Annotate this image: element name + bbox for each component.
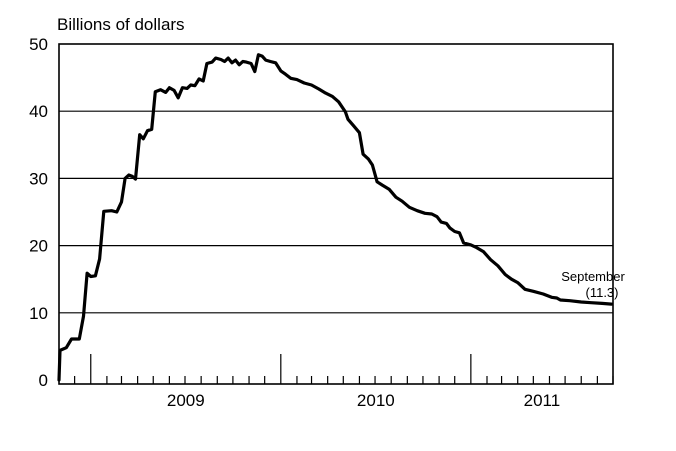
y-tick-label: 40 xyxy=(29,102,48,121)
series-group xyxy=(57,53,614,382)
y-tick-label: 0 xyxy=(39,371,48,390)
gridlines xyxy=(59,110,613,314)
y-tick-label: 30 xyxy=(29,169,48,188)
plot-frame xyxy=(58,43,614,385)
y-axis-ticks: 0 10 20 30 40 50 xyxy=(29,35,48,390)
series-line-0 xyxy=(57,53,614,382)
y-axis-title: Billions of dollars xyxy=(57,15,185,34)
x-axis-ticks: 2009 2010 2011 xyxy=(74,354,614,410)
annotation-value: (11.3) xyxy=(586,285,619,300)
y-tick-label: 10 xyxy=(29,304,48,323)
annotation-label: September xyxy=(561,269,625,284)
y-tick-label: 20 xyxy=(29,237,48,256)
x-tick-label: 2011 xyxy=(524,391,561,410)
x-tick-label: 2009 xyxy=(167,391,205,410)
x-tick-label: 2010 xyxy=(357,391,395,410)
y-tick-label: 50 xyxy=(29,35,48,54)
